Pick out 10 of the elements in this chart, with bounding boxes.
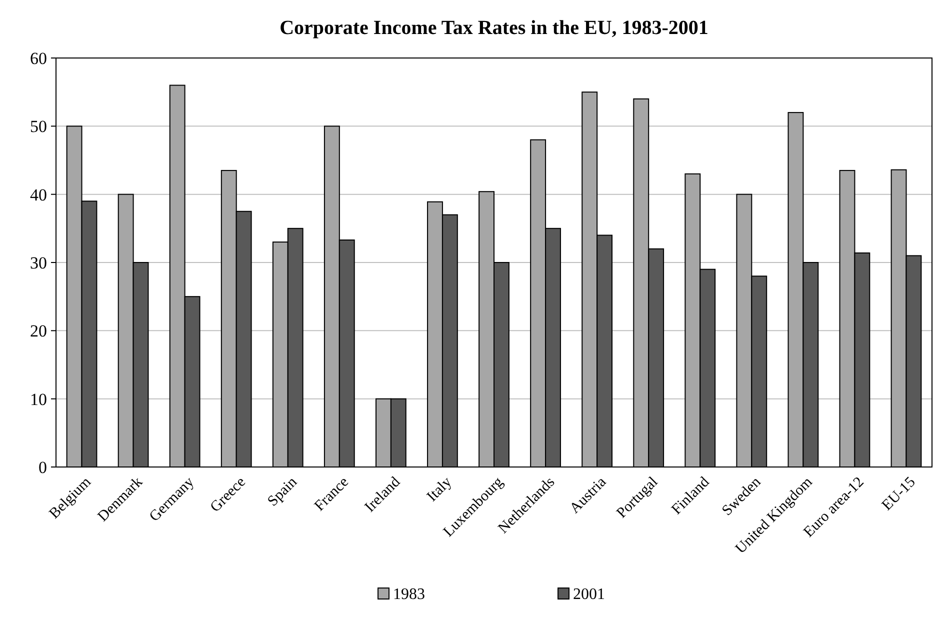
- y-tick-label: 50: [30, 117, 47, 136]
- y-tick-label: 60: [30, 48, 47, 68]
- y-tick-label: 0: [38, 458, 47, 477]
- y-tick-label: 10: [30, 390, 47, 409]
- legend-label: 1983: [393, 586, 425, 603]
- y-tick-label: 30: [30, 253, 47, 272]
- y-tick-label: 40: [30, 185, 47, 204]
- y-tick-label: 20: [30, 322, 47, 341]
- legend-label: 2001: [573, 586, 605, 603]
- chart-title: Corporate Income Tax Rates in the EU, 1983-2001: [280, 17, 708, 39]
